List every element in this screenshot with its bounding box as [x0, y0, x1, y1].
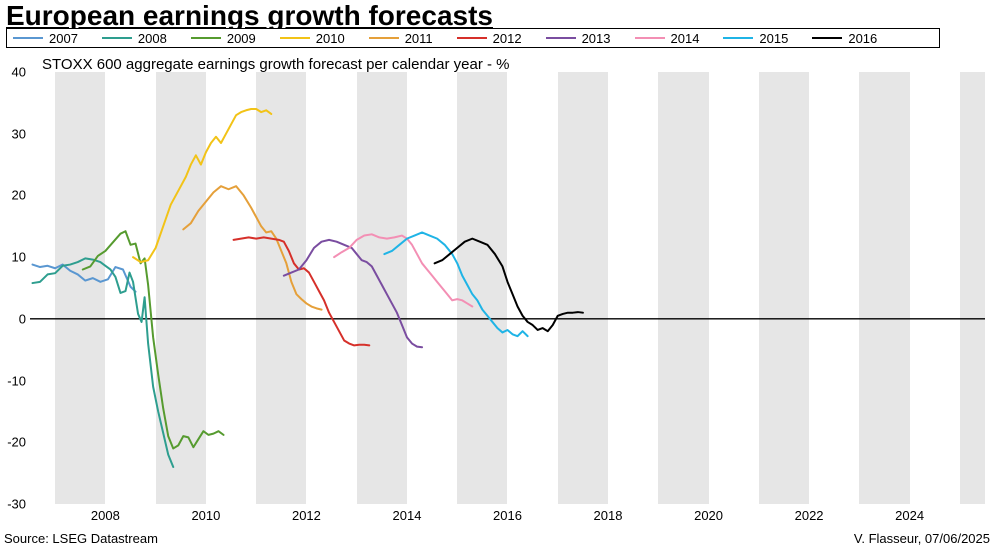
series-line-2012: [234, 237, 370, 345]
y-tick-label: 20: [0, 188, 26, 203]
y-tick-label: 40: [0, 65, 26, 80]
y-tick-label: -10: [0, 373, 26, 388]
series-line-2016: [435, 239, 583, 332]
legend-label: 2009: [227, 31, 256, 46]
x-tick-label: 2014: [393, 508, 422, 523]
legend: 2007 2008 2009 2010 2011 2012 2013 2014 2015 2016: [6, 28, 940, 48]
y-tick-label: 30: [0, 126, 26, 141]
legend-swatch: [369, 37, 399, 39]
legend-item-2015: 2015: [723, 31, 788, 46]
legend-item-2008: 2008: [102, 31, 167, 46]
plot-svg: [30, 72, 985, 504]
series-line-2011: [183, 186, 321, 309]
legend-label: 2016: [848, 31, 877, 46]
legend-swatch: [457, 37, 487, 39]
legend-swatch: [13, 37, 43, 39]
series-line-2008: [33, 258, 174, 467]
legend-item-2014: 2014: [635, 31, 700, 46]
series-line-2010: [133, 109, 271, 262]
chart-container: European earnings growth forecasts 20072…: [0, 0, 1000, 550]
legend-item-2013: 2013: [546, 31, 611, 46]
series-line-2013: [284, 240, 422, 347]
y-tick-label: -30: [0, 497, 26, 512]
legend-swatch: [635, 37, 665, 39]
legend-label: 2014: [671, 31, 700, 46]
x-tick-label: 2022: [795, 508, 824, 523]
legend-item-2009: 2009: [191, 31, 256, 46]
legend-label: 2015: [759, 31, 788, 46]
legend-label: 2011: [405, 31, 433, 46]
x-tick-label: 2018: [594, 508, 623, 523]
legend-swatch: [546, 37, 576, 39]
x-tick-label: 2008: [91, 508, 120, 523]
y-tick-label: 10: [0, 250, 26, 265]
legend-item-2007: 2007: [13, 31, 78, 46]
legend-label: 2012: [493, 31, 522, 46]
legend-swatch: [102, 37, 132, 39]
legend-label: 2008: [138, 31, 167, 46]
legend-item-2012: 2012: [457, 31, 522, 46]
x-tick-label: 2016: [493, 508, 522, 523]
x-tick-label: 2020: [694, 508, 723, 523]
source-label: Source: LSEG Datastream: [4, 531, 158, 546]
legend-item-2010: 2010: [280, 31, 345, 46]
chart-subtitle: STOXX 600 aggregate earnings growth fore…: [42, 56, 509, 73]
series-line-2014: [334, 234, 472, 306]
legend-item-2016: 2016: [812, 31, 877, 46]
x-tick-label: 2012: [292, 508, 321, 523]
x-tick-label: 2024: [895, 508, 924, 523]
legend-item-2011: 2011: [369, 31, 433, 46]
legend-swatch: [280, 37, 310, 39]
y-tick-label: 0: [0, 311, 26, 326]
legend-swatch: [191, 37, 221, 39]
legend-swatch: [723, 37, 753, 39]
legend-label: 2007: [49, 31, 78, 46]
x-tick-label: 2010: [191, 508, 220, 523]
y-tick-label: -20: [0, 435, 26, 450]
author-date-label: V. Flasseur, 07/06/2025: [854, 531, 990, 546]
plot-area: -30-20-100102030402008201020122014201620…: [30, 72, 985, 504]
legend-label: 2010: [316, 31, 345, 46]
legend-label: 2013: [582, 31, 611, 46]
legend-swatch: [812, 37, 842, 39]
